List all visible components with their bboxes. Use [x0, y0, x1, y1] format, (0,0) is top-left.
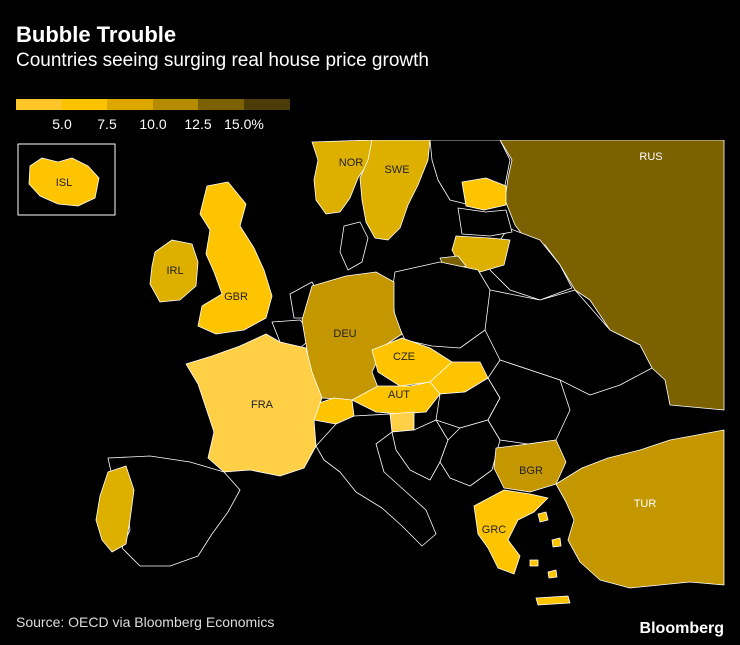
- iceland-inset-frame: [17, 143, 116, 216]
- country-grc-islands[interactable]: [529, 511, 562, 579]
- country-srb[interactable]: [439, 419, 501, 487]
- country-dnk[interactable]: [339, 221, 369, 271]
- label-cze: CZE: [393, 351, 415, 363]
- legend-swatch-3: [107, 99, 153, 110]
- bloomberg-logo: Bloomberg: [639, 620, 724, 637]
- legend: 5.0 7.5 10.0 12.5 15.0%: [16, 99, 290, 136]
- legend-label-12-5: 12.5: [184, 116, 212, 132]
- legend-swatch-2: [61, 99, 108, 110]
- country-labels: ISL NOR SWE RUS IRL GBR DEU CZE AUT FRA …: [56, 151, 663, 536]
- country-svn[interactable]: [389, 411, 415, 433]
- label-isl: ISL: [56, 177, 73, 189]
- label-bgr: BGR: [519, 465, 543, 477]
- chart-title: Bubble Trouble: [16, 22, 177, 47]
- legend-label-15: 15.0%: [224, 116, 264, 132]
- country-ita[interactable]: [315, 413, 437, 547]
- label-nor: NOR: [339, 157, 364, 169]
- label-grc: GRC: [482, 524, 507, 536]
- legend-color-bar: [16, 99, 290, 110]
- country-isl[interactable]: [28, 157, 100, 207]
- label-aut: AUT: [388, 389, 410, 401]
- legend-label-5: 5.0: [52, 116, 72, 132]
- label-rus: RUS: [639, 151, 662, 163]
- country-pol[interactable]: [391, 261, 491, 349]
- country-gbr[interactable]: [197, 181, 273, 335]
- country-grc[interactable]: [473, 489, 549, 575]
- country-tur[interactable]: [555, 429, 725, 589]
- label-irl: IRL: [166, 265, 183, 277]
- label-tur: TUR: [634, 498, 657, 510]
- country-ukr[interactable]: [479, 289, 653, 396]
- europe-map: ISL NOR SWE RUS IRL GBR DEU CZE AUT FRA …: [17, 140, 725, 606]
- chart-subtitle: Countries seeing surging real house pric…: [16, 50, 429, 71]
- legend-label-7-5: 7.5: [97, 116, 117, 132]
- label-gbr: GBR: [224, 291, 248, 303]
- country-irl[interactable]: [149, 239, 199, 303]
- label-swe: SWE: [384, 164, 409, 176]
- country-prt[interactable]: [95, 465, 135, 553]
- country-grc-crete[interactable]: [535, 595, 571, 606]
- label-deu: DEU: [333, 328, 356, 340]
- source-note: Source: OECD via Bloomberg Economics: [16, 614, 275, 630]
- country-ltu[interactable]: [451, 235, 511, 273]
- label-fra: FRA: [251, 399, 274, 411]
- legend-swatch-1: [16, 99, 62, 110]
- country-swe[interactable]: [359, 140, 431, 241]
- legend-swatch-6: [243, 99, 290, 110]
- country-est[interactable]: [461, 177, 507, 211]
- legend-swatch-5: [198, 99, 244, 110]
- legend-swatch-4: [152, 99, 199, 110]
- country-lva[interactable]: [457, 207, 513, 237]
- legend-label-10: 10.0: [139, 116, 167, 132]
